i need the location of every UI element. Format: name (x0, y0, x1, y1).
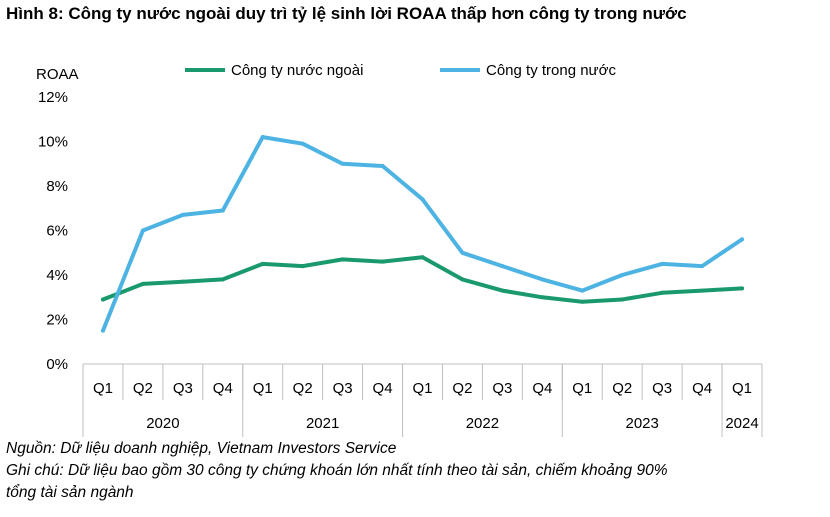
legend-label: Công ty nước ngoài (231, 62, 363, 79)
data-point (700, 264, 705, 269)
year-label: 2022 (466, 415, 499, 432)
data-point (540, 277, 545, 282)
x-tick-label: Q1 (93, 380, 113, 397)
x-tick-label: Q4 (532, 380, 552, 397)
x-tick-label: Q4 (213, 380, 233, 397)
note-line-2: tổng tài sản ngành (6, 484, 134, 501)
source-note: Nguồn: Dữ liệu doanh nghiệp, Vietnam Inv… (6, 440, 397, 457)
x-tick-label: Q1 (572, 380, 592, 397)
data-point (260, 135, 265, 140)
data-point (340, 257, 345, 262)
data-point (380, 259, 385, 264)
y-axis-title: ROAA (36, 66, 79, 83)
data-point (500, 264, 505, 269)
data-point (460, 277, 465, 282)
data-point (380, 163, 385, 168)
x-tick-label: Q1 (253, 380, 273, 397)
data-point (100, 328, 105, 333)
y-tick-label: 8% (46, 178, 68, 195)
data-point (580, 288, 585, 293)
data-point (340, 161, 345, 166)
y-tick-label: 10% (38, 134, 68, 151)
line-chart: ROAA 0% 2% 4% 6% 8% 10% 12% Q1 Q2 Q3 Q4 Q1 Q2 Q3 Q4 Q1 Q2… (36, 62, 763, 437)
y-tick-label: 6% (46, 223, 68, 240)
x-tick-label: Q3 (173, 380, 193, 397)
year-label: 2020 (146, 415, 179, 432)
data-point (140, 228, 145, 233)
data-point (300, 141, 305, 146)
data-point (420, 255, 425, 260)
x-tick-label: Q3 (652, 380, 672, 397)
x-tick-label: Q2 (293, 380, 313, 397)
data-point (660, 290, 665, 295)
y-tick-label: 12% (38, 89, 68, 106)
data-point (580, 299, 585, 304)
x-tick-label: Q2 (133, 380, 153, 397)
note-line-1: Ghi chú: Dữ liệu bao gồm 30 công ty chứn… (6, 462, 668, 479)
data-point (140, 281, 145, 286)
series-line-2 (101, 135, 744, 333)
x-tick-label: Q3 (333, 380, 353, 397)
data-point (620, 297, 625, 302)
year-label: 2024 (725, 415, 758, 432)
data-point (700, 288, 705, 293)
data-point (540, 295, 545, 300)
chart-notes: Nguồn: Dữ liệu doanh nghiệp, Vietnam Inv… (6, 438, 821, 504)
y-tick-label: 2% (46, 312, 68, 329)
legend-label: Công ty trong nước (486, 62, 616, 79)
y-tick-label: 0% (46, 356, 68, 373)
data-point (740, 237, 745, 242)
data-point (220, 277, 225, 282)
data-point (740, 286, 745, 291)
data-point (180, 212, 185, 217)
data-point (620, 273, 625, 277)
y-tick-label: 4% (46, 267, 68, 284)
x-tick-label: Q1 (732, 380, 752, 397)
data-point (180, 279, 185, 284)
year-label: 2021 (306, 415, 339, 432)
data-point (100, 297, 105, 302)
figure-title: Hình 8: Công ty nước ngoài duy trì tỷ lệ… (6, 4, 687, 23)
year-label: 2023 (625, 415, 658, 432)
data-point (260, 261, 265, 266)
x-tick-label: Q3 (492, 380, 512, 397)
x-tick-label: Q4 (373, 380, 393, 397)
data-point (420, 197, 425, 202)
data-point (500, 288, 505, 293)
data-point (460, 250, 465, 255)
data-point (300, 264, 305, 269)
x-tick-label: Q1 (412, 380, 432, 397)
x-tick-label: Q2 (612, 380, 632, 397)
data-point (660, 261, 665, 266)
x-tick-label: Q2 (452, 380, 472, 397)
x-tick-label: Q4 (692, 380, 712, 397)
series-line-1 (101, 255, 744, 304)
data-point (220, 208, 225, 213)
